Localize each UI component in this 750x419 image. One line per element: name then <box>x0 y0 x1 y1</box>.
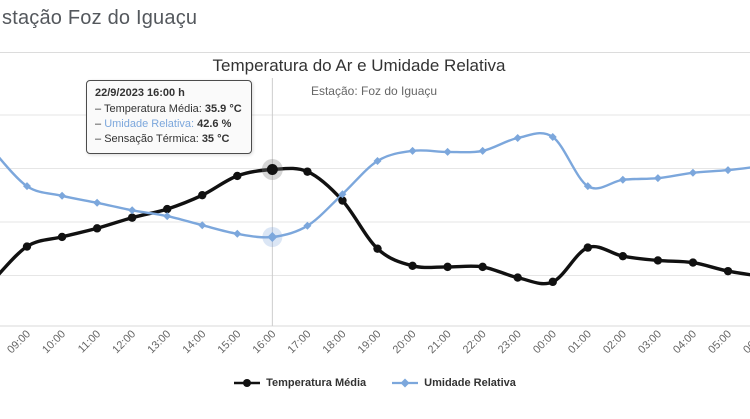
chart-tooltip: 22/9/2023 16:00 h – Temperatura Média: 3… <box>86 80 252 154</box>
temperature-point[interactable] <box>233 171 242 181</box>
temperature-point[interactable] <box>266 164 278 175</box>
temperature-point[interactable] <box>408 261 417 270</box>
humidity-point[interactable] <box>583 182 592 191</box>
temperature-point[interactable] <box>513 273 522 282</box>
x-axis-label: 17:00 <box>286 328 314 356</box>
temperature-point[interactable] <box>57 232 67 242</box>
circle-marker-icon <box>234 379 261 387</box>
x-axis-label: 01:00 <box>566 328 594 356</box>
x-axis-label: 15:00 <box>215 328 243 356</box>
humidity-point[interactable] <box>58 191 67 200</box>
page-header: stação Foz do Iguaçu <box>0 0 750 52</box>
chart-legend: Temperatura Média Umidade Relativa <box>0 374 750 392</box>
humidity-point[interactable] <box>267 232 278 242</box>
tooltip-row: – Temperatura Média: 35.9 °C <box>95 103 242 115</box>
humidity-point[interactable] <box>724 166 732 175</box>
temperature-point[interactable] <box>92 224 102 233</box>
x-axis-label: 09:00 <box>5 328 33 356</box>
temperature-point[interactable] <box>303 167 312 176</box>
humidity-point[interactable] <box>688 168 697 177</box>
temperature-point[interactable] <box>22 242 32 251</box>
tooltip-header: 22/9/2023 16:00 h <box>95 87 185 99</box>
chart-canvas[interactable]: 09:00 10:00 11:00 12:00 13:00 14:00 15:00 16:00… <box>0 53 750 419</box>
temperature-point[interactable] <box>373 244 382 253</box>
temperature-point[interactable] <box>478 262 487 272</box>
chart-title: Temperatura do Ar e Umidade Relativa <box>212 56 506 75</box>
x-axis-label: 05:00 <box>706 328 734 356</box>
legend-item-temperature[interactable]: Temperatura Média <box>234 377 366 389</box>
humidity-point[interactable] <box>233 229 242 238</box>
temperature-point[interactable] <box>548 277 557 287</box>
humidity-point[interactable] <box>408 146 417 155</box>
tooltip-row: – Sensação Térmica: 35 °C <box>95 133 230 145</box>
humidity-point[interactable] <box>23 182 31 191</box>
x-axis-label: 18:00 <box>321 328 349 356</box>
x-axis-label: 03:00 <box>636 328 664 356</box>
x-axis-label: 13:00 <box>145 328 173 356</box>
x-axis-label: 04:00 <box>671 328 699 356</box>
temperature-point[interactable] <box>163 204 172 214</box>
x-axis-label: 10:00 <box>40 328 68 356</box>
humidity-point[interactable] <box>128 206 137 215</box>
humidity-point[interactable] <box>443 147 452 156</box>
humidity-point[interactable] <box>373 157 382 166</box>
temperature-point[interactable] <box>653 256 663 265</box>
header-divider <box>0 52 750 53</box>
humidity-point[interactable] <box>618 175 627 184</box>
tooltip-rows: – Temperatura Média: 35.9 °C – Umidade Re… <box>95 102 242 147</box>
x-axis-label: 12:00 <box>110 328 138 356</box>
legend-item-humidity[interactable]: Umidade Relativa <box>392 377 516 389</box>
temperature-point[interactable] <box>443 262 452 272</box>
x-axis-label: 19:00 <box>356 328 384 356</box>
humidity-point[interactable] <box>478 146 487 155</box>
page-title: stação Foz do Iguaçu <box>2 7 198 29</box>
diamond-marker-icon <box>392 378 419 388</box>
x-axis-label: 00:00 <box>531 328 559 356</box>
chart-subtitle: Estação: Foz do Iguaçu <box>310 84 438 98</box>
humidity-point[interactable] <box>198 221 207 230</box>
x-axis-label: 21:00 <box>426 328 454 356</box>
humidity-point[interactable] <box>513 134 522 143</box>
x-axis-label: 06:00 <box>741 328 750 356</box>
humidity-point[interactable] <box>93 198 102 207</box>
legend-label: Umidade Relativa <box>424 377 516 389</box>
x-axis-label: 23:00 <box>496 328 524 356</box>
x-axis-label: 11:00 <box>76 328 103 355</box>
tooltip-row: – Umidade Relativa: 42.6 % <box>95 118 232 130</box>
x-axis-label: 20:00 <box>391 328 419 356</box>
temperature-point[interactable] <box>198 190 207 200</box>
temperature-point[interactable] <box>127 213 137 222</box>
humidity-point[interactable] <box>548 132 557 141</box>
x-axis-label: 22:00 <box>461 328 489 356</box>
humidity-point[interactable] <box>303 221 312 230</box>
temperature-series-line[interactable] <box>0 166 750 286</box>
legend-label: Temperatura Média <box>266 377 367 389</box>
x-axis-label: 02:00 <box>601 328 629 356</box>
x-axis-label: 14:00 <box>180 328 208 356</box>
temperature-point[interactable] <box>338 196 347 205</box>
x-axis-label: 16:00 <box>250 328 278 356</box>
humidity-point[interactable] <box>338 190 347 199</box>
temperature-point[interactable] <box>688 258 698 267</box>
humidity-point[interactable] <box>163 212 172 221</box>
temperature-point[interactable] <box>618 251 628 261</box>
temperature-point[interactable] <box>723 266 733 276</box>
humidity-point[interactable] <box>653 174 662 183</box>
temperature-point[interactable] <box>583 243 592 252</box>
